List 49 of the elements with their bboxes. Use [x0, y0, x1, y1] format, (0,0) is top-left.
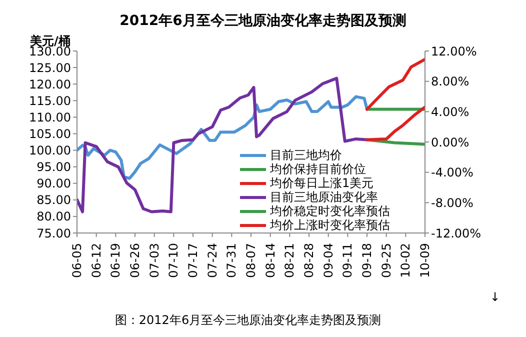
- y-tick-label: 110.00: [29, 110, 71, 124]
- y2-tick-label: 12.00%: [431, 44, 477, 58]
- x-tick-label: 09-18: [360, 243, 374, 278]
- x-tick-label: 10-02: [398, 243, 413, 278]
- legend-label: 均价上涨时变化率预估: [270, 218, 390, 232]
- legend-label: 均价保持目前价位: [270, 162, 366, 176]
- x-tick-label: 07-10: [166, 243, 181, 278]
- y-tick-label: 115.00: [29, 94, 71, 108]
- legend-label: 目前三地原油变化率: [270, 190, 378, 204]
- y-tick-label: 80.00: [36, 210, 71, 224]
- y-axis-title: 美元/桶: [30, 33, 70, 48]
- x-tick-label: 07-31: [224, 243, 239, 278]
- x-tick-label: 06-26: [128, 243, 142, 278]
- x-tick-label: 06-12: [89, 243, 104, 278]
- x-tick-label: 08-21: [282, 243, 297, 278]
- x-tick-label: 09-25: [379, 243, 394, 278]
- x-tick-label: 07-17: [186, 243, 200, 278]
- line-series: [366, 58, 425, 111]
- x-tick-label: 09-11: [340, 243, 355, 278]
- y-tick-label: 85.00: [36, 193, 71, 208]
- y-tick-label: 125.00: [29, 60, 71, 75]
- y2-tick-label: 0.00%: [431, 135, 470, 150]
- legend-label: 均价稳定时变化率预估: [270, 204, 390, 218]
- chart-title: 2012年6月至今三地原油变化率走势图及预测: [118, 12, 408, 30]
- x-tick-label: 07-03: [147, 243, 162, 278]
- text: 图：2012年6月至今三地原油变化率走势图及预测: [114, 312, 382, 329]
- y-tick-label: 120.00: [29, 77, 71, 92]
- text: ↓: [490, 290, 500, 304]
- x-tick-label: 06-05: [70, 243, 84, 278]
- y-tick-label: 105.00: [29, 126, 71, 141]
- y2-tick-label: -8.00%: [431, 196, 474, 210]
- x-tick-label: 08-28: [302, 243, 316, 278]
- x-tick-label: 07-24: [205, 243, 220, 278]
- legend-label: 目前三地均价: [270, 148, 342, 162]
- y2-tick-label: 8.00%: [431, 74, 470, 89]
- y-tick-label: 90.00: [36, 176, 71, 191]
- x-tick-label: 10-09: [418, 243, 432, 278]
- x-tick-label: 08-14: [263, 243, 278, 278]
- y2-tick-label: 4.00%: [431, 104, 470, 119]
- x-tick-label: 06-19: [108, 243, 123, 278]
- y-tick-label: 95.00: [36, 160, 71, 174]
- y-tick-label: 100.00: [29, 144, 71, 158]
- y-tick-label: 75.00: [36, 226, 71, 240]
- line-series: [366, 106, 425, 142]
- x-tick-label: 09-04: [321, 243, 336, 278]
- x-tick-label: 08-07: [244, 243, 258, 278]
- y2-tick-label: -4.00%: [431, 166, 474, 180]
- y2-tick-label: -12.00%: [431, 226, 482, 240]
- legend-label: 均价每日上涨1美元: [270, 176, 374, 190]
